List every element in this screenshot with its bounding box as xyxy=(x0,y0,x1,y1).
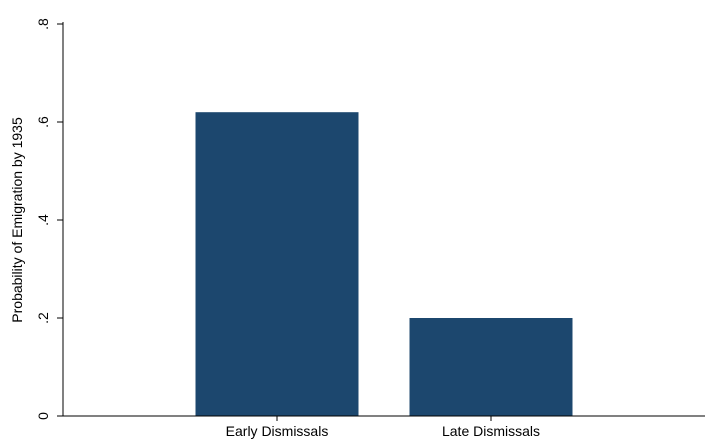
x-tick-label: Early Dismissals xyxy=(226,423,329,439)
x-tick-label: Late Dismissals xyxy=(442,423,540,439)
y-axis-title: Probability of Emigration by 1935 xyxy=(9,117,25,323)
bars-layer xyxy=(195,112,573,416)
bar-late-dismissals xyxy=(409,318,573,416)
y-tick-label: .8 xyxy=(35,18,51,30)
y-tick-label: .2 xyxy=(35,312,51,324)
y-tick-label: .6 xyxy=(35,116,51,128)
x-tick-labels: Early Dismissals Late Dismissals xyxy=(226,416,540,439)
y-tick-label: 0 xyxy=(35,412,51,420)
bar-early-dismissals xyxy=(195,112,359,416)
y-tick-label: .4 xyxy=(35,214,51,226)
y-ticks: 0 .2 .4 .6 .8 xyxy=(35,18,63,420)
axes-layer xyxy=(62,22,705,417)
